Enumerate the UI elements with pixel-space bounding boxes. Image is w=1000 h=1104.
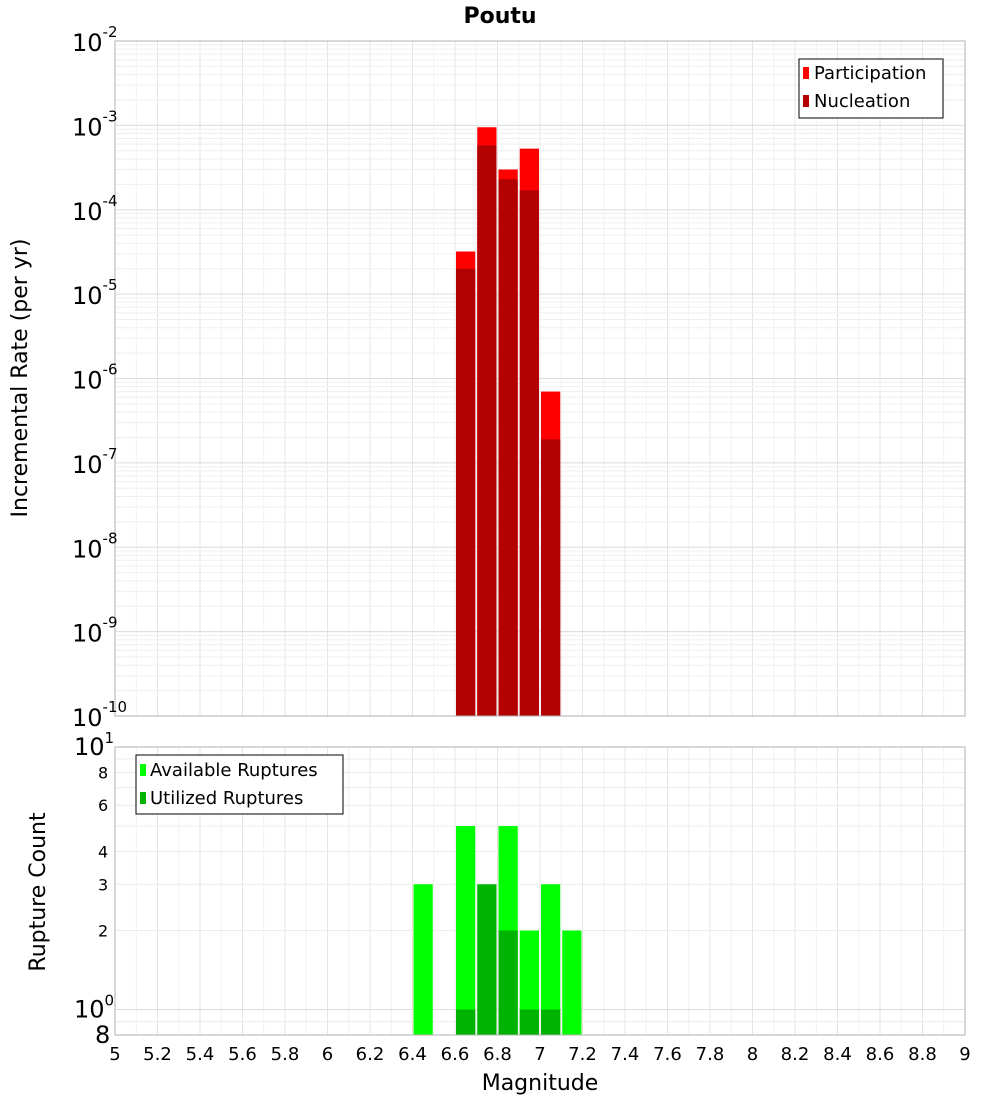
- y-tick-exponent: -5: [103, 276, 118, 294]
- nucleation-bar: [477, 145, 497, 717]
- x-tick-label: 5: [109, 1044, 120, 1065]
- legend-label: Participation: [814, 63, 926, 84]
- y-tick-label: 2: [98, 922, 108, 941]
- y-tick-exponent: 0: [105, 992, 115, 1010]
- y-tick-label: 10-2: [72, 23, 118, 57]
- x-tick-label: 5.4: [186, 1044, 215, 1065]
- y-tick-label: 3: [98, 875, 108, 894]
- x-tick-label: 7.2: [568, 1044, 597, 1065]
- y-tick-base: 10: [74, 996, 105, 1024]
- y-tick-label: 10-4: [72, 192, 118, 226]
- available-ruptures-bar: [456, 826, 476, 1035]
- x-tick-label: 9: [959, 1044, 970, 1065]
- chart-title: Poutu: [463, 4, 536, 29]
- x-tick-label: 8.8: [908, 1044, 937, 1065]
- utilized-ruptures-bar: [456, 1009, 476, 1035]
- x-tick-label: 8.6: [866, 1044, 895, 1065]
- y-tick-label: 10-5: [72, 276, 118, 310]
- y-tick-label: 8: [98, 763, 108, 782]
- y-tick-exponent: -2: [103, 23, 118, 41]
- legend-top: [798, 58, 944, 119]
- y-tick-label: 10-3: [72, 107, 118, 141]
- x-tick-label: 6.2: [356, 1044, 385, 1065]
- x-tick-label: 6.6: [441, 1044, 470, 1065]
- legend-label: Utilized Ruptures: [150, 788, 303, 809]
- y-tick-base: 10: [72, 113, 103, 141]
- y-tick-base: 10: [72, 620, 103, 648]
- x-tick-label: 6.8: [483, 1044, 512, 1065]
- nucleation-bar: [498, 179, 518, 716]
- x-tick-label: 8.4: [823, 1044, 852, 1065]
- x-tick-label: 7.4: [611, 1044, 640, 1065]
- y-tick-label: 10-7: [72, 445, 118, 479]
- utilized-ruptures-bar: [541, 1009, 561, 1035]
- y-tick-exponent: -9: [103, 614, 118, 632]
- x-axis-label: Magnitude: [482, 1071, 599, 1096]
- x-tick-label: 8.2: [781, 1044, 810, 1065]
- y-tick-label: 6: [98, 796, 108, 815]
- x-tick-label: 7.6: [653, 1044, 682, 1065]
- legend-swatch: [140, 764, 146, 776]
- legend-swatch: [803, 95, 809, 107]
- x-tick-label: 5.8: [271, 1044, 300, 1065]
- y-tick-label: 10-10: [72, 698, 127, 732]
- y-tick-label: 101: [74, 729, 114, 761]
- y-tick-exponent: -8: [103, 529, 118, 547]
- y-tick-label: 10-9: [72, 614, 118, 648]
- x-tick-label: 7: [534, 1044, 545, 1065]
- legend-swatch: [803, 67, 809, 79]
- y-axis-label-rate: Incremental Rate (per yr): [8, 239, 33, 518]
- available-ruptures-bar: [562, 930, 582, 1035]
- y-tick-label: 8: [95, 1021, 110, 1049]
- y-tick-exponent: -6: [103, 361, 118, 379]
- y-tick-exponent: -10: [103, 698, 128, 716]
- x-tick-label: 5.6: [228, 1044, 257, 1065]
- y-tick-base: 10: [74, 733, 105, 761]
- utilized-ruptures-bar: [519, 1009, 539, 1035]
- nucleation-bar: [456, 268, 476, 716]
- legend-label: Available Ruptures: [150, 760, 318, 781]
- x-tick-label: 8: [747, 1044, 758, 1065]
- legend-label: Nucleation: [814, 91, 910, 112]
- bottom-plot-frame: [114, 746, 966, 1036]
- available-ruptures-bar: [541, 884, 561, 1035]
- y-tick-base: 10: [72, 535, 103, 563]
- legend-bottom: [135, 754, 344, 815]
- y-axis-label-count: Rupture Count: [26, 812, 51, 972]
- x-tick-label: 7.8: [696, 1044, 725, 1065]
- available-ruptures-bar: [413, 884, 433, 1035]
- legend-swatch: [140, 792, 146, 804]
- x-tick-label: 6.4: [398, 1044, 427, 1065]
- x-tick-label: 6: [322, 1044, 333, 1065]
- y-tick-base: 10: [72, 282, 103, 310]
- y-tick-base: 10: [72, 198, 103, 226]
- utilized-ruptures-bar: [498, 930, 518, 1035]
- y-tick-label: 10-6: [72, 361, 118, 395]
- utilized-ruptures-bar: [477, 884, 497, 1035]
- y-tick-exponent: 1: [105, 729, 115, 747]
- y-tick-exponent: -3: [103, 107, 118, 125]
- y-tick-base: 10: [72, 704, 103, 732]
- y-tick-exponent: -7: [103, 445, 118, 463]
- top-plot-frame: [114, 40, 966, 717]
- y-tick-label: 100: [74, 992, 114, 1024]
- y-tick-base: 10: [72, 29, 103, 57]
- y-tick-base: 10: [72, 367, 103, 395]
- nucleation-bar: [541, 439, 561, 716]
- y-tick-exponent: -4: [103, 192, 118, 210]
- available-ruptures-bar: [519, 930, 539, 1035]
- y-tick-label: 4: [98, 842, 108, 861]
- nucleation-bar: [519, 190, 539, 716]
- x-tick-label: 5.2: [143, 1044, 172, 1065]
- y-tick-base: 10: [72, 451, 103, 479]
- y-tick-label: 10-8: [72, 529, 118, 563]
